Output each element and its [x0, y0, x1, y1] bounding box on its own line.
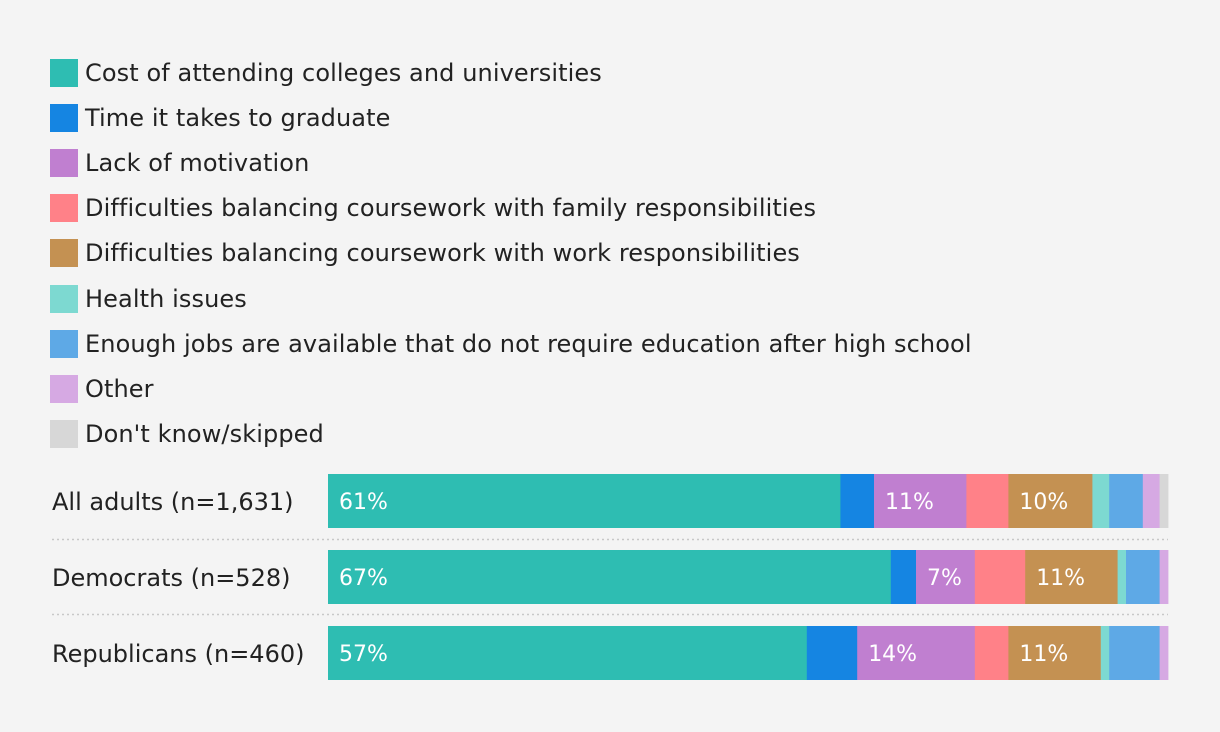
legend-swatch [50, 329, 78, 358]
legend-label: Cost of attending colleges and universit… [85, 58, 602, 87]
bar-segment-enough-jobs-are-available-that-do-not-require-education-after-high-school-all-adults-n-1-631 [1109, 474, 1144, 528]
legend-item-time-it-takes-to-graduate: Time it takes to graduate [50, 95, 972, 140]
chart-legend: Cost of attending colleges and universit… [50, 50, 972, 457]
bar-segment-difficulties-balancing-coursework-with-family-responsibilities-democrats-n-528 [974, 550, 1026, 604]
bar-segment-difficulties-balancing-coursework-with-work-responsibilities-republicans-n-460 [1008, 626, 1102, 680]
data-label: 11% [885, 490, 934, 515]
bar-segment-lack-of-motivation-all-adults-n-1-631 [874, 474, 967, 528]
bar-segment-difficulties-balancing-coursework-with-work-responsibilities-all-adults-n-1-631 [1008, 474, 1093, 528]
bar-segment-time-it-takes-to-graduate-democrats-n-528 [890, 550, 917, 604]
data-label: 11% [1019, 642, 1068, 667]
legend-label: Difficulties balancing coursework with w… [85, 239, 800, 268]
bar-segment-time-it-takes-to-graduate-all-adults-n-1-631 [840, 474, 875, 528]
legend-label: Time it takes to graduate [85, 103, 391, 132]
bar-segment-difficulties-balancing-coursework-with-family-responsibilities-all-adults-n-1-631 [966, 474, 1009, 528]
legend-label: Health issues [85, 284, 247, 313]
legend-label: Other [85, 374, 154, 403]
legend-swatch [50, 374, 78, 403]
legend-swatch [50, 420, 78, 449]
legend-swatch [50, 239, 78, 268]
data-label: 61% [339, 490, 388, 515]
row-label-democrats-n-528: Democrats (n=528) [52, 564, 290, 592]
legend-swatch [50, 58, 78, 87]
bar-segment-other-republicans-n-460 [1159, 626, 1169, 680]
bar-segment-cost-of-attending-colleges-and-universities-all-adults-n-1-631 [328, 474, 841, 528]
row-label-all-adults-n-1-631: All adults (n=1,631) [52, 488, 294, 516]
legend-label: Enough jobs are available that do not re… [85, 329, 972, 358]
legend-label: Don't know/skipped [85, 420, 324, 449]
bar-segment-health-issues-republicans-n-460 [1100, 626, 1110, 680]
data-label: 10% [1019, 490, 1068, 515]
bar-segment-other-all-adults-n-1-631 [1142, 474, 1160, 528]
legend-swatch [50, 103, 78, 132]
legend-item-lack-of-motivation: Lack of motivation [50, 140, 972, 185]
data-label: 67% [339, 566, 388, 591]
bar-segment-time-it-takes-to-graduate-republicans-n-460 [806, 626, 858, 680]
legend-label: Lack of motivation [85, 148, 310, 177]
bar-segment-enough-jobs-are-available-that-do-not-require-education-after-high-school-republicans-n-460 [1109, 626, 1160, 680]
legend-label: Difficulties balancing coursework with f… [85, 194, 817, 223]
bar-segment-lack-of-motivation-democrats-n-528 [916, 550, 976, 604]
legend-item-don-t-know-skipped: Don't know/skipped [50, 412, 972, 457]
bar-segment-difficulties-balancing-coursework-with-family-responsibilities-republicans-n-460 [974, 626, 1009, 680]
data-label: 11% [1036, 566, 1085, 591]
bar-segment-difficulties-balancing-coursework-with-work-responsibilities-democrats-n-528 [1025, 550, 1118, 604]
data-label: 14% [868, 642, 917, 667]
bar-segment-cost-of-attending-colleges-and-universities-democrats-n-528 [328, 550, 892, 604]
bar-segment-cost-of-attending-colleges-and-universities-republicans-n-460 [328, 626, 808, 680]
bar-segment-lack-of-motivation-republicans-n-460 [857, 626, 976, 680]
data-label: 57% [339, 642, 388, 667]
legend-item-other: Other [50, 366, 972, 411]
legend-item-enough-jobs-are-available-that-do-not-require-education-after-high-school: Enough jobs are available that do not re… [50, 321, 972, 366]
bar-segment-health-issues-all-adults-n-1-631 [1092, 474, 1110, 528]
bar-segment-other-democrats-n-528 [1159, 550, 1169, 604]
legend-swatch [50, 194, 78, 223]
legend-swatch [50, 284, 78, 313]
data-label: 7% [927, 566, 962, 591]
legend-item-cost-of-attending-colleges-and-universities: Cost of attending colleges and universit… [50, 50, 972, 95]
legend-item-health-issues: Health issues [50, 276, 972, 321]
bar-segment-health-issues-democrats-n-528 [1117, 550, 1127, 604]
legend-item-difficulties-balancing-coursework-with-work-responsibilities: Difficulties balancing coursework with w… [50, 231, 972, 276]
row-label-republicans-n-460: Republicans (n=460) [52, 640, 304, 668]
legend-swatch [50, 148, 78, 177]
legend-item-difficulties-balancing-coursework-with-family-responsibilities: Difficulties balancing coursework with f… [50, 186, 972, 231]
bar-segment-enough-jobs-are-available-that-do-not-require-education-after-high-school-democrats-n-528 [1126, 550, 1160, 604]
bar-segment-don-t-know-skipped-all-adults-n-1-631 [1159, 474, 1169, 528]
